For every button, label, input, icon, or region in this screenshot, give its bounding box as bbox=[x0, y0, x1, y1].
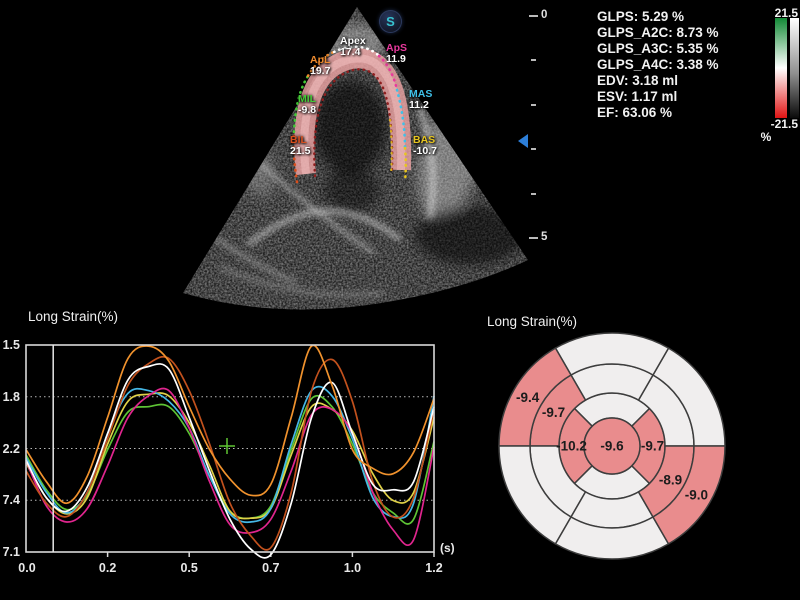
depth-ruler bbox=[529, 15, 538, 239]
bullseye-segment-basal-300 bbox=[651, 445, 726, 545]
segment-value: -9.8 bbox=[298, 103, 317, 116]
bullseye-segment-value: -9.0 bbox=[685, 487, 708, 502]
measurement-glps-a2c: GLPS_A2C: 8.73 % bbox=[597, 25, 719, 40]
segment-label-apex: Apex 17.4 bbox=[340, 35, 366, 58]
segment-name: ApL bbox=[310, 54, 331, 66]
measurement-glps: GLPS: 5.29 % bbox=[597, 9, 685, 24]
colorbar-max-label: 21.5 bbox=[774, 6, 798, 20]
measurement-glps-a4c: GLPS_A4C: 3.38 % bbox=[597, 57, 719, 72]
strain-curve-bil bbox=[25, 355, 435, 551]
segment-label-mas: MAS 11.2 bbox=[409, 88, 433, 111]
measurement-esv: ESV: 1.17 ml bbox=[597, 89, 678, 104]
y-tick-label: 2.2 bbox=[2, 441, 20, 456]
ultrasound-sector bbox=[183, 7, 528, 310]
vendor-logo: S bbox=[379, 10, 402, 33]
contour-dots-bas bbox=[403, 146, 408, 184]
colorbar-unit-label: % bbox=[760, 130, 772, 144]
segment-name: BIL bbox=[290, 134, 307, 146]
strain-colorbar bbox=[775, 18, 787, 118]
x-tick-label: 0.5 bbox=[180, 561, 198, 575]
segment-value: 21.5 bbox=[290, 144, 311, 157]
bullseye-segment-value: -9.6 bbox=[600, 439, 624, 454]
x-tick-label: 0.0 bbox=[18, 561, 36, 575]
y-tick-label: 7.4 bbox=[2, 493, 20, 508]
strain-chart bbox=[25, 344, 435, 559]
segment-value: 17.4 bbox=[340, 45, 361, 58]
strain-curve-apex bbox=[25, 363, 435, 559]
bullseye-segment-value: -9.7 bbox=[542, 405, 565, 420]
segment-name: MIL bbox=[298, 93, 317, 105]
strain-curve-apl bbox=[25, 344, 435, 505]
gray-colorbar bbox=[790, 18, 799, 118]
contour-dots-mas bbox=[395, 88, 407, 150]
strain-curve-aps bbox=[25, 387, 435, 546]
bullseye-segment-value: -9.4 bbox=[516, 390, 540, 405]
x-tick-label: 1.2 bbox=[425, 561, 443, 575]
ruler-label-5: 5 bbox=[541, 231, 548, 243]
segment-name: MAS bbox=[409, 88, 433, 100]
measurement-edv: EDV: 3.18 ml bbox=[597, 73, 679, 88]
segment-label-mil: MIL -9.8 bbox=[298, 93, 317, 116]
contour-dots-mil bbox=[292, 74, 310, 134]
bullseye-segment-value: -9.7 bbox=[641, 439, 664, 454]
segment-label-apl: ApL 19.7 bbox=[310, 54, 331, 77]
segment-label-bas: BAS -10.7 bbox=[413, 134, 437, 157]
contour-dots-apex bbox=[332, 45, 381, 58]
strain-curves bbox=[25, 344, 435, 559]
measurement-ef: EF: 63.06 % bbox=[597, 105, 673, 120]
measurement-glps-a3c: GLPS_A3C: 5.35 % bbox=[597, 41, 719, 56]
segment-value: 11.9 bbox=[386, 52, 406, 65]
y-tick-label: 7.1 bbox=[2, 545, 20, 559]
y-tick-label: 1.5 bbox=[2, 338, 20, 352]
x-axis-unit: (s) bbox=[440, 541, 455, 555]
x-tick-label: 0.2 bbox=[98, 561, 117, 575]
y-tick-label: 1.8 bbox=[2, 389, 20, 404]
x-tick-label: 1.0 bbox=[343, 561, 362, 575]
plot-frame bbox=[25, 344, 435, 553]
reference-cross-marker bbox=[219, 438, 235, 454]
segment-name: ApS bbox=[386, 42, 407, 54]
segment-label-bil: BIL 21.5 bbox=[290, 134, 311, 157]
segment-value: 19.7 bbox=[310, 64, 331, 77]
strain-curve-bas bbox=[25, 392, 435, 520]
strain-overlay bbox=[292, 45, 412, 184]
contour-dots-aps bbox=[377, 54, 399, 92]
strain-band-highlight bbox=[300, 54, 406, 175]
segment-name: BAS bbox=[413, 134, 436, 146]
contour-dots-bil bbox=[292, 130, 299, 184]
ruler-label-0: 0 bbox=[541, 9, 548, 21]
segment-value: -10.7 bbox=[413, 144, 437, 157]
contour-dots-inner-bas bbox=[388, 118, 393, 176]
bullseye-segment-apex bbox=[583, 417, 641, 475]
segment-value: 11.2 bbox=[409, 98, 429, 111]
segment-label-aps: ApS 11.9 bbox=[386, 42, 407, 65]
bullseye-plot: -10.2 -9.7 -9.7 -8.9 -9.4 -9.0 -9.6 bbox=[498, 332, 726, 560]
chart-title: Long Strain(%) bbox=[28, 309, 119, 324]
bullseye-segment-value: -8.9 bbox=[659, 472, 682, 487]
x-tick-label: 0.7 bbox=[262, 561, 280, 575]
colorbar-min-label: -21.5 bbox=[770, 117, 798, 131]
segment-name: Apex bbox=[340, 35, 366, 47]
contour-dots-apl bbox=[306, 50, 336, 78]
focus-depth-marker[interactable] bbox=[518, 134, 528, 148]
bullseye-segment-value: -10.2 bbox=[556, 439, 587, 454]
bullseye-title: Long Strain(%) bbox=[487, 314, 578, 329]
